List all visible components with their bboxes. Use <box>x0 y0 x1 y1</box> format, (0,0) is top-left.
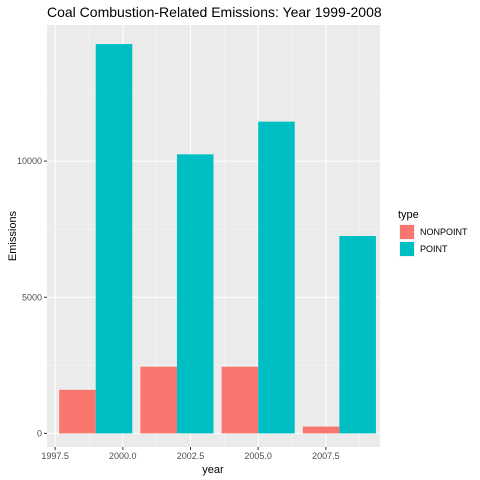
bar-point-2002 <box>177 154 214 433</box>
bar-nonpoint-1999 <box>59 390 96 434</box>
y-tick-label: 5000 <box>22 292 42 302</box>
legend-label-point: POINT <box>420 244 448 254</box>
x-tick-label: 1997.5 <box>41 451 69 461</box>
bar-point-2005 <box>258 122 295 434</box>
bar-nonpoint-2002 <box>140 367 177 434</box>
bar-nonpoint-2005 <box>222 367 259 434</box>
x-axis-ticks: 1997.5 2000.0 2002.5 2005.0 2007.5 <box>41 447 339 461</box>
y-axis-ticks: 0 5000 10000 <box>17 156 47 438</box>
legend-items: NONPOINT POINT <box>399 224 468 257</box>
legend-label-nonpoint: NONPOINT <box>420 227 468 237</box>
bar-point-2008 <box>339 236 376 433</box>
legend-swatch-point <box>400 242 414 256</box>
y-tick-label: 0 <box>37 428 42 438</box>
y-tick-label: 10000 <box>17 156 42 166</box>
bar-point-1999 <box>96 44 133 433</box>
x-tick-label: 2005.0 <box>244 451 272 461</box>
x-tick-label: 2007.5 <box>312 451 340 461</box>
chart-title: Coal Combustion-Related Emissions: Year … <box>47 4 382 20</box>
legend: type NONPOINT POINT <box>398 209 468 257</box>
x-tick-label: 2000.0 <box>109 451 137 461</box>
legend-swatch-nonpoint <box>400 225 414 239</box>
bar-nonpoint-2008 <box>303 427 340 434</box>
x-axis-title: year <box>202 464 224 476</box>
legend-title: type <box>398 209 419 221</box>
x-tick-label: 2002.5 <box>177 451 205 461</box>
y-axis-title: Emissions <box>7 210 19 261</box>
